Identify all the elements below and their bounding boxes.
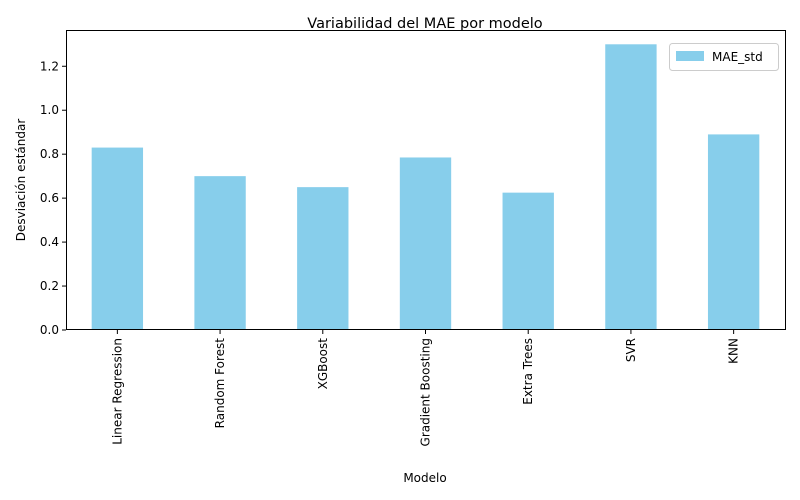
x-tick-label: Random Forest: [213, 338, 227, 429]
x-tick-label: Linear Regression: [110, 338, 124, 445]
x-tick-label: SVR: [624, 338, 638, 362]
bar-svr: [605, 44, 657, 330]
bar-extra-trees: [502, 192, 554, 330]
y-tick-label: 0.2: [40, 279, 59, 293]
y-tick-label: 0.4: [40, 235, 59, 249]
x-tick-label: KNN: [727, 338, 741, 364]
legend: MAE_std: [669, 43, 779, 71]
bar-gradient-boosting: [399, 157, 452, 330]
chart-title: Variabilidad del MAE por modelo: [307, 16, 543, 32]
y-tick-label: 0.0: [40, 323, 59, 337]
y-tick-label: 0.6: [40, 191, 59, 205]
y-axis-ticks: 0.0 0.2 0.4 0.6 0.8 1.0 1.2: [40, 59, 66, 337]
y-tick-label: 1.2: [40, 59, 59, 73]
bar-xgboost: [297, 187, 349, 330]
x-axis-title: Modelo: [403, 471, 446, 485]
y-axis-title: Desviación estándar: [14, 119, 28, 242]
legend-frame: [669, 43, 779, 71]
legend-label: MAE_std: [712, 50, 763, 64]
y-tick-label: 0.8: [40, 147, 59, 161]
x-tick-label: XGBoost: [316, 338, 330, 390]
x-tick-label: Extra Trees: [521, 338, 535, 405]
legend-swatch: [676, 51, 704, 61]
y-tick-label: 1.0: [40, 103, 59, 117]
bar-linear-regression: [91, 147, 144, 330]
plot-frame: [66, 30, 786, 330]
bar-random-forest: [194, 176, 246, 330]
bars-group: [91, 44, 760, 330]
x-axis-ticks: Linear Regression Random Forest XGBoost Gra…: [110, 330, 741, 446]
x-tick-label: Gradient Boosting: [419, 338, 433, 446]
bar-knn: [707, 134, 760, 330]
